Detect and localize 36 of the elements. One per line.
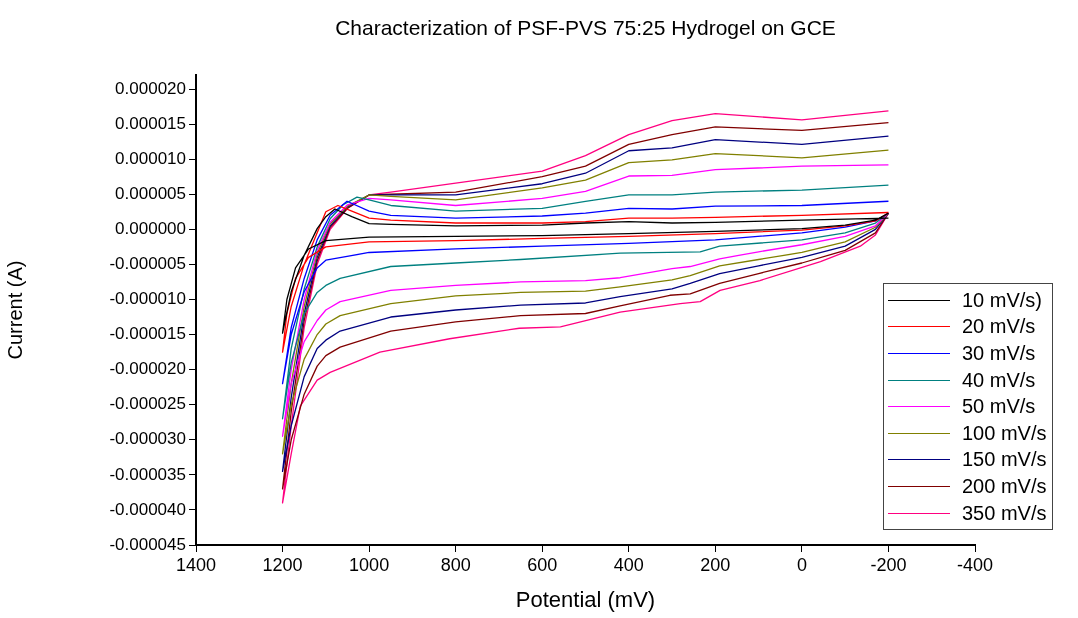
y-tick-label: 0.000020 xyxy=(115,78,186,98)
x-tick-label: 0 xyxy=(796,554,807,575)
y-tick-label: -0.000015 xyxy=(109,324,186,344)
y-axis-title: Current (A) xyxy=(3,260,26,360)
legend-label: 200 mV/s xyxy=(962,474,1047,498)
y-tick-label: -0.000025 xyxy=(109,394,186,414)
legend-label: 100 mV/s xyxy=(962,421,1047,445)
x-tick-label: 600 xyxy=(527,554,558,575)
y-tick-label: 0.000010 xyxy=(115,148,186,168)
legend-label: 350 mV/s xyxy=(962,501,1047,525)
legend-label: 150 mV/s xyxy=(962,448,1047,472)
y-tick-label: -0.000020 xyxy=(109,359,186,379)
x-tick-label: 200 xyxy=(700,554,731,575)
y-tick-label: -0.000010 xyxy=(109,289,186,309)
x-tick-label: -200 xyxy=(870,554,907,575)
y-tick-label: 0.000015 xyxy=(115,113,186,133)
chart-title: Characterization of PSF-PVS 75:25 Hydrogel on GCE xyxy=(334,16,837,40)
legend-label: 10 mV/s) xyxy=(962,288,1043,312)
y-tick-label: 0.000000 xyxy=(115,219,186,239)
y-tick-label: -0.000045 xyxy=(109,534,186,554)
x-tick-label: -400 xyxy=(956,554,994,575)
x-axis-title: Potential (mV) xyxy=(515,586,656,612)
legend-label: 50 mV/s xyxy=(962,395,1036,419)
legend-label: 40 mV/s xyxy=(962,368,1036,392)
y-tick-label: -0.000035 xyxy=(109,464,186,484)
y-tick-label: -0.000040 xyxy=(109,499,186,519)
legend-label: 30 mV/s xyxy=(962,341,1036,365)
x-tick-label: 400 xyxy=(613,554,644,575)
x-tick-label: 800 xyxy=(440,554,471,575)
legend-label: 20 mV/s xyxy=(962,315,1036,339)
y-tick-label: -0.000005 xyxy=(109,254,186,274)
y-tick-label: 0.000005 xyxy=(115,183,186,203)
x-tick-label: 1000 xyxy=(349,554,390,575)
x-tick-label: 1200 xyxy=(262,554,303,575)
x-tick-label: 1400 xyxy=(175,554,217,575)
y-tick-label: -0.000030 xyxy=(109,429,186,449)
